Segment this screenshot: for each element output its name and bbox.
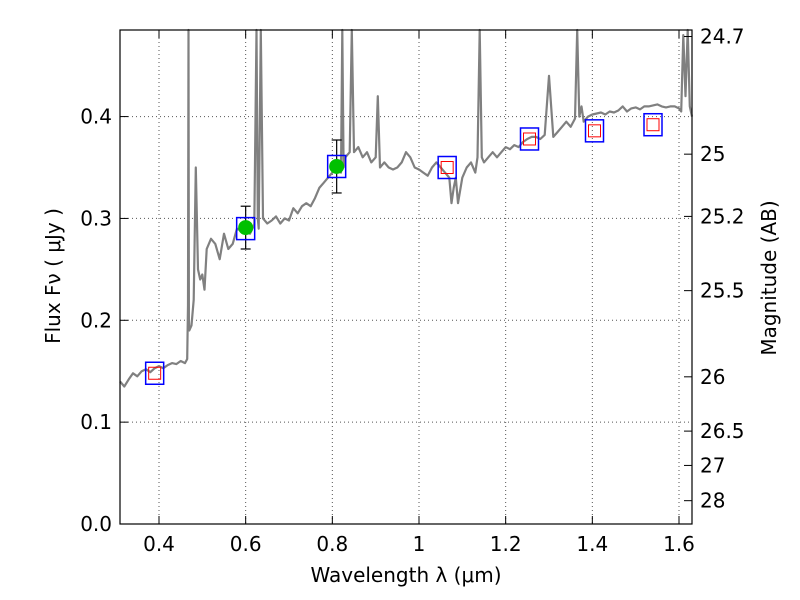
blue-square-marker <box>235 216 256 241</box>
right-y-tick-labels: 24.7 25 25.2 25.5 26 26.5 27 28 <box>700 25 745 513</box>
x-tick-label: 0.8 <box>316 532 348 556</box>
red-square-marker <box>440 161 454 175</box>
right-y-tick-label: 27 <box>700 453 725 477</box>
red-square-marker <box>646 118 660 132</box>
y-tick-label: 0.0 <box>80 512 112 536</box>
right-y-tick-label: 28 <box>700 489 725 513</box>
y-tick-label: 0.2 <box>80 308 112 332</box>
x-tick-label: 0.6 <box>230 532 262 556</box>
right-y-tick-label: 26 <box>700 365 725 389</box>
green-circle-marker <box>238 220 254 236</box>
x-axis-label: Wavelength λ (μm) <box>310 563 501 587</box>
right-y-tick-label: 26.5 <box>700 419 745 443</box>
x-tick-labels: 0.4 0.6 0.8 1 1.2 1.4 1.6 <box>143 532 695 556</box>
y-tick-labels: 0.0 0.1 0.2 0.3 0.4 <box>80 105 112 536</box>
blue-square-marker <box>519 127 540 151</box>
photometry-markers <box>144 112 663 386</box>
blue-square-marker <box>437 155 457 180</box>
y-axis-label: Flux Fν ( μJy ) <box>41 208 65 344</box>
plot-frame <box>119 29 693 525</box>
blue-square-marker <box>326 154 347 179</box>
x-tick-label: 1.2 <box>490 532 522 556</box>
right-y-tick-label: 25 <box>700 142 725 166</box>
blue-square-marker <box>584 119 605 143</box>
x-tick-label: 1.6 <box>663 532 695 556</box>
x-tick-label: 1 <box>413 532 426 556</box>
x-tick-label: 0.4 <box>143 532 175 556</box>
y-tick-label: 0.3 <box>80 206 112 230</box>
spectrum-line-series <box>119 28 694 388</box>
right-y-axis-label: Magnitude (AB) <box>757 200 781 355</box>
red-square-marker <box>523 132 536 146</box>
blue-square-marker <box>144 361 165 386</box>
green-circle-marker <box>329 158 345 174</box>
right-y-tick-label: 25.2 <box>700 204 745 228</box>
blue-square-marker <box>643 112 663 137</box>
right-y-tick-label: 25.5 <box>700 279 745 303</box>
axis-ticks <box>120 30 692 525</box>
red-square-marker <box>588 124 601 138</box>
red-square-marker <box>148 366 162 380</box>
x-tick-label: 1.4 <box>576 532 608 556</box>
right-y-tick-label: 24.7 <box>700 25 745 49</box>
y-tick-label: 0.4 <box>80 105 112 129</box>
y-tick-label: 0.1 <box>80 410 112 434</box>
spectrum-line <box>119 28 694 388</box>
